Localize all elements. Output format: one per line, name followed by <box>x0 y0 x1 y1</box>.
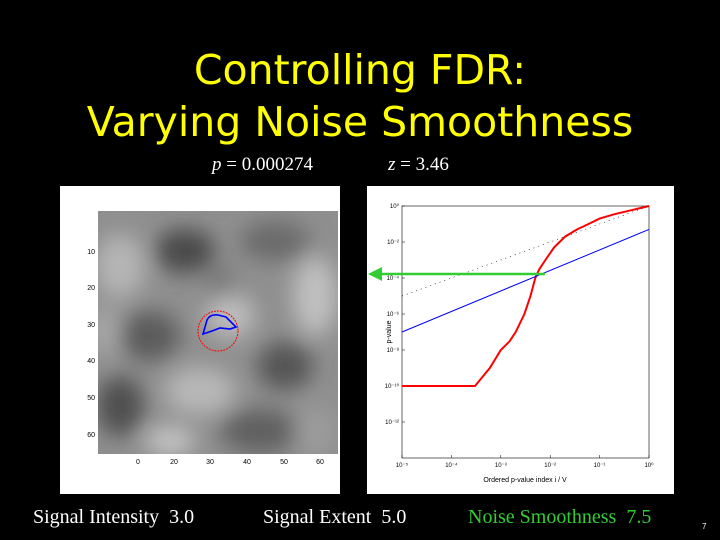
caption-noise-smoothness: Noise Smoothness 7.5 <box>468 506 651 529</box>
y-tick-label: 40 <box>87 358 95 365</box>
x-tick-label: 20 <box>170 459 178 466</box>
intensity-value: 3.0 <box>169 506 195 528</box>
smoothed-noise-image <box>98 221 337 454</box>
z-value: = 3.46 <box>395 154 449 175</box>
x-tick-label: 10⁻¹ <box>594 463 606 469</box>
x-tick-label: 40 <box>243 459 251 466</box>
slide-title-line-2: Varying Noise Smoothness <box>86 98 634 146</box>
plot-frame <box>401 205 650 459</box>
caption-signal-extent: Signal Extent 5.0 <box>263 506 406 529</box>
x-tick-label: 10⁻³ <box>495 463 507 469</box>
x-tick-label: 10⁻⁴ <box>445 462 458 469</box>
threshold-arrow <box>368 267 545 281</box>
true-signal-circle <box>197 310 239 352</box>
y-tick-label: 10⁻⁴ <box>387 275 400 282</box>
p-value-label: p = 0.000274 <box>212 154 313 176</box>
x-tick-label: 10⁻² <box>544 463 556 469</box>
x-tick-label: 10⁻⁵ <box>396 462 409 469</box>
y-tick-label: 60 <box>87 432 95 439</box>
y-tick-label: 10⁰ <box>390 203 400 210</box>
extent-value: 5.0 <box>381 506 407 528</box>
slide-title-line-1: Controlling FDR: <box>193 46 527 94</box>
x-tick-label: 10⁰ <box>644 462 654 469</box>
intensity-label: Signal Intensity <box>33 506 160 528</box>
ordered-pvalues-line <box>402 205 650 387</box>
fdr-threshold-line <box>401 228 650 333</box>
z-value-label: z = 3.46 <box>388 154 449 176</box>
p-symbol: p <box>212 154 222 175</box>
z-symbol: z <box>388 154 396 175</box>
y-tick-label: 50 <box>87 395 95 402</box>
y-tick-label: 10⁻⁶ <box>387 311 400 318</box>
x-tick-label: 0 <box>136 459 140 466</box>
pvalue-chart: 10⁰ 10⁻² 10⁻⁴ 10⁻⁶ 10⁻⁸ 10⁻¹⁰ 10⁻¹² 10⁻⁵ 10⁻⁴ 10⁻… <box>385 203 654 484</box>
smoothness-value: 7.5 <box>626 506 652 528</box>
y-axis-label: p-value <box>386 320 393 343</box>
y-tick-label: 30 <box>87 322 95 329</box>
caption-signal-intensity: Signal Intensity 3.0 <box>33 506 194 529</box>
y-tick-label: 10⁻⁸ <box>387 347 400 354</box>
x-tick-label: 30 <box>206 459 214 466</box>
y-tick-label: 20 <box>87 285 95 292</box>
noise-image-panel: 10 20 30 40 50 60 0 20 30 40 50 60 <box>60 186 340 494</box>
slide-number: 7 <box>702 522 707 531</box>
x-tick-label: 60 <box>316 459 324 466</box>
pvalue-plot-panel: 10⁰ 10⁻² 10⁻⁴ 10⁻⁶ 10⁻⁸ 10⁻¹⁰ 10⁻¹² 10⁻⁵ 10⁻⁴ 10⁻… <box>367 186 674 494</box>
x-axis-label: Ordered p-value index i / V <box>483 477 567 484</box>
extent-label: Signal Extent <box>263 506 372 528</box>
left-y-ticks: 10 20 30 40 50 60 <box>87 249 95 439</box>
smoothness-label: Noise Smoothness <box>468 506 617 528</box>
y-tick-label: 10 <box>87 249 95 256</box>
y-tick-label: 10⁻² <box>387 240 399 246</box>
y-tick-label: 10⁻¹² <box>385 420 399 426</box>
x-tick-label: 50 <box>280 459 288 466</box>
y-tick-label: 10⁻¹⁰ <box>385 383 400 390</box>
p-value: = 0.000274 <box>221 154 313 175</box>
left-x-ticks: 0 20 30 40 50 60 <box>136 459 324 466</box>
detected-signal-outline <box>201 314 238 336</box>
